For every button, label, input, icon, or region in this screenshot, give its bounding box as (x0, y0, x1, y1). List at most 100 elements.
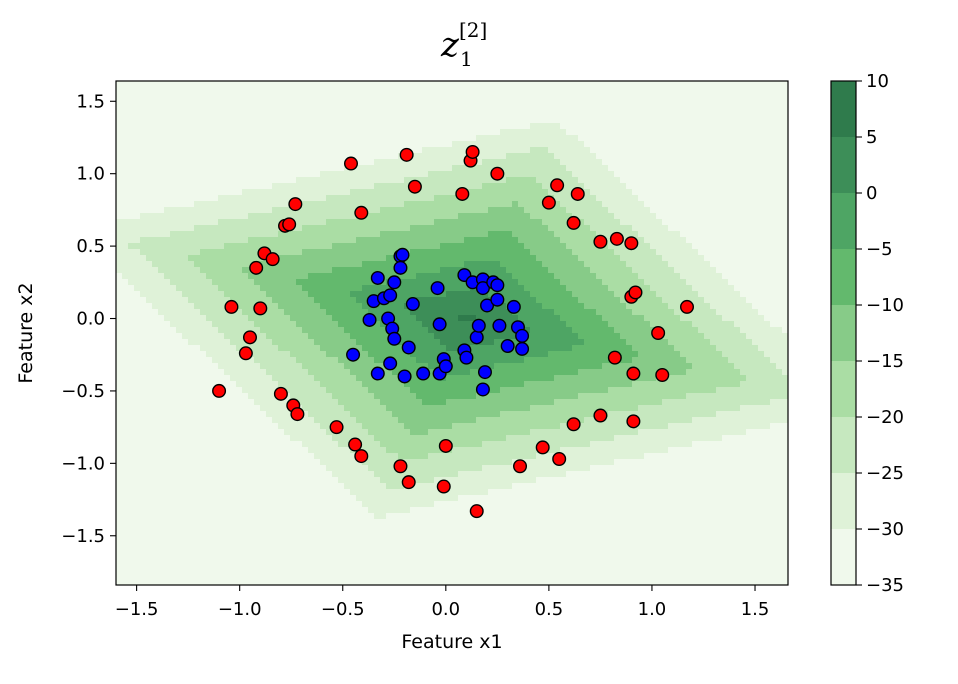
contour-cell (152, 549, 159, 556)
contour-cell (242, 567, 249, 574)
contour-cell (368, 195, 375, 202)
contour-cell (266, 99, 273, 106)
contour-cell (128, 375, 135, 382)
contour-cell (146, 363, 153, 370)
contour-cell (230, 249, 237, 256)
contour-cell (308, 129, 315, 136)
contour-cell (410, 123, 417, 130)
contour-cell (338, 357, 345, 364)
contour-cell (314, 291, 321, 298)
contour-cell (458, 423, 465, 430)
contour-cell (128, 123, 135, 130)
contour-cell (266, 531, 273, 538)
contour-cell (170, 153, 177, 160)
contour-cell (350, 381, 357, 388)
contour-cell (284, 189, 291, 196)
contour-cell (170, 189, 177, 196)
contour-cell (422, 477, 429, 484)
contour-cell (392, 381, 399, 388)
contour-cell (452, 345, 459, 352)
contour-cell (284, 129, 291, 136)
contour-cell (206, 255, 213, 262)
contour-cell (290, 261, 297, 268)
contour-cell (128, 99, 135, 106)
contour-cell (464, 477, 471, 484)
contour-cell (218, 159, 225, 166)
contour-cell (428, 189, 435, 196)
contour-cell (224, 459, 231, 466)
contour-cell (188, 579, 195, 585)
contour-cell (422, 555, 429, 562)
contour-cell (344, 345, 351, 352)
contour-cell (434, 225, 441, 232)
contour-cell (326, 555, 333, 562)
contour-cell (380, 153, 387, 160)
contour-cell (302, 399, 309, 406)
contour-cell (230, 153, 237, 160)
contour-cell (212, 267, 219, 274)
contour-cell (344, 285, 351, 292)
contour-cell (452, 87, 459, 94)
contour-cell (116, 381, 123, 388)
contour-cell (398, 93, 405, 100)
contour-cell (200, 411, 207, 418)
contour-cell (296, 303, 303, 310)
contour-cell (236, 93, 243, 100)
contour-cell (254, 429, 261, 436)
contour-cell (398, 513, 405, 520)
contour-cell (170, 471, 177, 478)
contour-cell (386, 213, 393, 220)
contour-cell (290, 489, 297, 496)
contour-cell (464, 537, 471, 544)
contour-cell (116, 357, 123, 364)
contour-cell (158, 273, 165, 280)
contour-cell (128, 111, 135, 118)
contour-cell (248, 417, 255, 424)
contour-cell (398, 273, 405, 280)
contour-cell (458, 231, 465, 238)
contour-cell (200, 519, 207, 526)
contour-cell (266, 555, 273, 562)
contour-cell (164, 417, 171, 424)
contour-cell (218, 507, 225, 514)
contour-cell (386, 531, 393, 538)
contour-cell (380, 99, 387, 106)
contour-cell (122, 201, 129, 208)
contour-cell (128, 165, 135, 172)
contour-cell (164, 399, 171, 406)
contour-cell (452, 135, 459, 142)
contour-cell (356, 231, 363, 238)
contour-cell (314, 381, 321, 388)
contour-cell (284, 333, 291, 340)
contour-cell (224, 315, 231, 322)
contour-cell (128, 249, 135, 256)
contour-cell (146, 117, 153, 124)
contour-cell (356, 153, 363, 160)
contour-cell (386, 351, 393, 358)
contour-cell (446, 81, 453, 88)
contour-cell (206, 393, 213, 400)
contour-cell (356, 285, 363, 292)
contour-cell (332, 243, 339, 250)
contour-cell (248, 153, 255, 160)
contour-cell (182, 291, 189, 298)
contour-cell (446, 165, 453, 172)
contour-cell (116, 105, 123, 112)
contour-cell (134, 111, 141, 118)
contour-cell (452, 213, 459, 220)
contour-cell (380, 381, 387, 388)
contour-cell (176, 153, 183, 160)
contour-cell (170, 345, 177, 352)
contour-cell (446, 177, 453, 184)
contour-cell (368, 555, 375, 562)
contour-cell (458, 141, 465, 148)
contour-cell (398, 147, 405, 154)
contour-cell (266, 141, 273, 148)
contour-cell (206, 429, 213, 436)
contour-cell (236, 417, 243, 424)
contour-cell (446, 573, 453, 580)
contour-cell (386, 483, 393, 490)
contour-cell (422, 117, 429, 124)
contour-cell (278, 561, 285, 568)
